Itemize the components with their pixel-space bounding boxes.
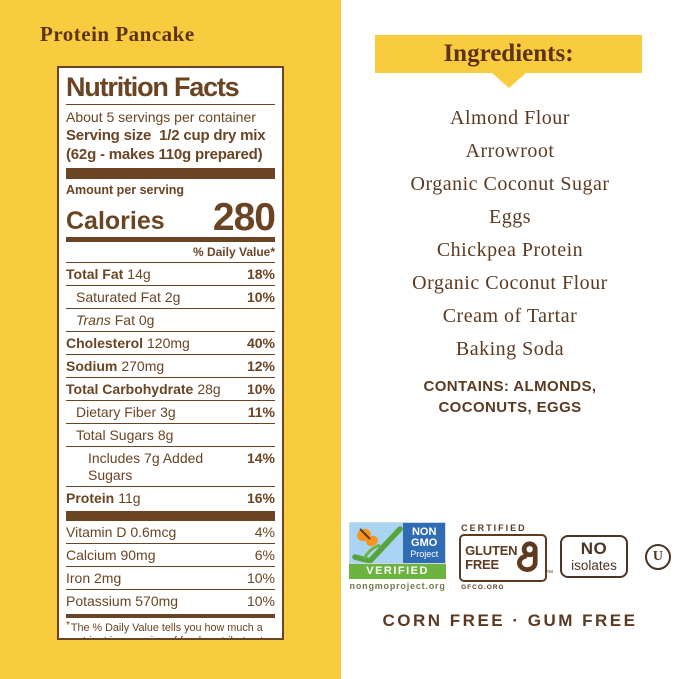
gluten-free-seal: GLUTEN FREE (459, 533, 548, 582)
no-isolates-badge: NO isolates (560, 535, 628, 578)
non-gmo-butterfly-icon (350, 523, 404, 563)
ingredient-item: Almond Flour (450, 107, 570, 129)
divider-medium (66, 237, 275, 242)
vitamin-row-potassium: Potassium 570mg 10% (66, 589, 275, 612)
divider-medium (66, 614, 275, 618)
calories-value: 280 (212, 196, 276, 239)
nutrient-row-trans-fat: Trans Fat 0g (66, 308, 275, 331)
serving-size-label: Serving size (66, 127, 152, 144)
ingredient-item: Baking Soda (455, 338, 565, 360)
trademark-symbol: ™ (546, 569, 554, 577)
divider-thick (66, 511, 275, 521)
vitamin-row-calcium: Calcium 90mg 6% (66, 543, 275, 566)
certification-badges: NON GMO Project VERIFIED nongmoproject.o… (341, 522, 679, 591)
vitamin-row-vitamin-d: Vitamin D 0.6mcg 4% (66, 524, 275, 540)
non-gmo-url: nongmoproject.org (349, 581, 446, 591)
ingredients-list: Almond Flour Arrowroot Organic Coconut S… (341, 102, 679, 366)
calories-label: Calories (66, 207, 165, 235)
nutrition-facts-label: Nutrition Facts About 5 servings per con… (57, 66, 284, 640)
vitamin-row-iron: Iron 2mg 10% (66, 566, 275, 589)
nutrient-row-dietary-fiber: Dietary Fiber 3g 11% (66, 400, 275, 423)
daily-value-footnote: * The % Daily Value tells you how much a… (66, 620, 269, 638)
serving-size-line: Serving size 1/2 cup dry mix (66, 126, 275, 145)
divider-thick (66, 168, 275, 179)
non-gmo-verified-bar: VERIFIED (349, 564, 447, 579)
servings-per-container: About 5 servings per container (66, 109, 256, 125)
nutrient-row-total-fat: Total Fat 14g 18% (66, 262, 275, 285)
certified-gluten-free-badge: CERTIFIED GLUTEN FREE ™ GFCO.ORG (459, 522, 553, 591)
amount-per-serving-label: Amount per serving (66, 183, 185, 197)
gluten-free-certified-label: CERTIFIED (461, 522, 527, 533)
right-panel: Ingredients: Almond Flour Arrowroot Orga… (341, 0, 679, 679)
free-from-claims: CORN FREE · GUM FREE (382, 611, 638, 630)
ingredient-item: Cream of Tartar (442, 305, 578, 327)
gluten-free-g-icon (517, 540, 538, 572)
non-gmo-wordmark: NON GMO Project (403, 523, 446, 563)
allergen-statement: CONTAINS: ALMONDS, COCONUTS, EGGS (423, 378, 597, 416)
kosher-ou-icon: U (644, 543, 671, 570)
ingredients-banner-pointer (491, 73, 526, 88)
daily-value-header: % Daily Value* (192, 245, 275, 259)
serving-size-value: 1/2 cup dry mix (159, 127, 266, 144)
left-panel: Protein Pancake Nutrition Facts About 5 … (0, 0, 341, 679)
gluten-free-wordmark: GLUTEN FREE (465, 542, 518, 572)
nutrient-row-protein: Protein 11g 16% (66, 486, 275, 509)
nutrient-row-total-sugars: Total Sugars 8g (66, 423, 275, 446)
calories-row: Calories 280 (66, 196, 276, 239)
product-title: Protein Pancake (40, 22, 195, 46)
ingredient-item: Arrowroot (465, 140, 555, 162)
ingredient-item: Eggs (489, 206, 531, 228)
nutrient-row-total-carbohydrate: Total Carbohydrate 28g 10% (66, 377, 275, 400)
nutrition-facts-title: Nutrition Facts (66, 72, 275, 105)
nutrient-row-saturated-fat: Saturated Fat 2g 10% (66, 285, 275, 308)
ingredients-banner: Ingredients: (375, 35, 642, 88)
ingredient-item: Organic Coconut Flour (412, 272, 608, 294)
serving-size-note: (62g - makes 110g prepared) (66, 146, 263, 163)
ingredient-item: Chickpea Protein (436, 239, 584, 261)
nutrient-row-added-sugars: Includes 7g Added Sugars 14% (66, 446, 275, 486)
ingredient-item: Organic Coconut Sugar (410, 173, 610, 195)
nutrient-row-cholesterol: Cholesterol 120mg 40% (66, 331, 275, 354)
non-gmo-badge-top: NON GMO Project (349, 522, 447, 564)
non-gmo-project-verified-badge: NON GMO Project VERIFIED nongmoproject.o… (349, 522, 447, 591)
ingredients-heading: Ingredients: (443, 40, 574, 67)
nutrient-row-sodium: Sodium 270mg 12% (66, 354, 275, 377)
gfco-url: GFCO.ORG (461, 583, 505, 591)
